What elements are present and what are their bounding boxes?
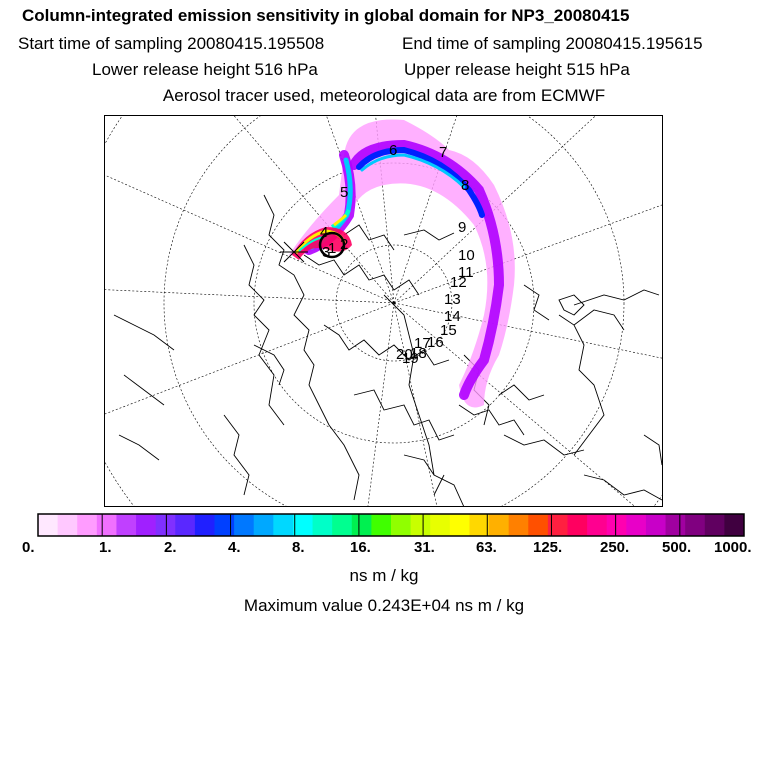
end-time: End time of sampling 20080415.195615	[402, 34, 703, 53]
colorbar-tick-11: 1000.	[714, 539, 752, 556]
colorbar-swatch	[685, 514, 706, 536]
traj-label-4: 4	[320, 224, 328, 241]
colorbar-tick-0: 0.	[22, 539, 35, 556]
traj-label-7: 7	[439, 144, 447, 161]
traj-label-10: 10	[458, 247, 475, 264]
colorbar-swatch	[214, 514, 235, 536]
colorbar-swatch	[665, 514, 686, 536]
colorbar-tick-7: 63.	[476, 539, 497, 556]
colorbar-swatch	[234, 514, 255, 536]
traj-label-17: 17	[414, 335, 431, 352]
traj-label-20: 20	[396, 346, 413, 363]
colorbar-swatch	[430, 514, 451, 536]
colorbar-swatch	[155, 514, 176, 536]
traj-label-16: 16	[427, 334, 444, 351]
colorbar-swatch	[351, 514, 372, 536]
colorbar-swatch	[175, 514, 196, 536]
colorbar-swatch	[332, 514, 353, 536]
sensitivity-plume	[280, 119, 515, 408]
colorbar-tick-4: 8.	[292, 539, 305, 556]
colorbar-tick-5: 16.	[350, 539, 371, 556]
lower-release-height: Lower release height 516 hPa	[92, 60, 318, 79]
colorbar-tick-8: 125.	[533, 539, 563, 556]
colorbar-swatch	[645, 514, 667, 536]
colorbar-swatch	[96, 514, 117, 536]
colorbar-swatch	[38, 514, 59, 536]
figure-title: Column-integrated emission sensitivity i…	[22, 6, 630, 25]
traj-label-13: 13	[444, 291, 461, 308]
traj-label-14: 14	[444, 308, 461, 325]
colorbar-swatch	[77, 514, 98, 536]
colorbar-swatch	[489, 514, 510, 536]
colorbar-swatch	[116, 514, 137, 536]
trajectory-labels: 1 2 3 4 5 6 7 8 9 10 11 12 13 14 15 16 1…	[320, 142, 475, 367]
colorbar-swatch	[704, 514, 725, 536]
colorbar-swatch	[253, 514, 274, 536]
colorbar-swatch	[606, 514, 627, 536]
traj-label-19: 19	[402, 350, 419, 367]
traj-label-12: 12	[450, 274, 467, 291]
colorbar-swatch	[469, 514, 490, 536]
tracer-note: Aerosol tracer used, meteorological data…	[162, 86, 606, 105]
colorbar-frame	[37, 513, 745, 537]
colorbar-swatch	[57, 514, 78, 536]
colorbar-swatch	[391, 514, 412, 536]
colorbar-units: ns m / kg	[349, 566, 419, 585]
traj-label-9: 9	[458, 219, 466, 236]
colorbar-swatch	[371, 514, 392, 536]
colorbar-swatch	[626, 514, 647, 536]
traj-label-2: 2	[340, 236, 348, 253]
colorbar-swatch	[587, 514, 608, 536]
colorbar-swatch	[508, 514, 529, 536]
colorbar-swatch	[724, 514, 745, 536]
colorbar-tick-6: 31.	[414, 539, 435, 556]
colorbar-swatch	[528, 514, 549, 536]
colorbar-swatch	[547, 514, 568, 536]
colorbar-swatch	[312, 514, 333, 536]
start-time: Start time of sampling 20080415.195508	[18, 34, 325, 53]
traj-label-15: 15	[440, 322, 457, 339]
colorbar-swatch	[292, 514, 314, 536]
traj-label-3: 3	[322, 244, 330, 261]
colorbar	[37, 513, 745, 537]
polar-map: 1 2 3 4 5 6 7 8 9 10 11 12 13 14 15 16 1…	[104, 115, 663, 507]
traj-label-5: 5	[340, 184, 348, 201]
colorbar-swatch	[449, 514, 470, 536]
traj-label-8: 8	[461, 177, 469, 194]
traj-label-1: 1	[328, 240, 336, 257]
colorbar-swatch	[273, 514, 294, 536]
colorbar-tick-2: 2.	[164, 539, 177, 556]
colorbar-tick-10: 500.	[662, 539, 692, 556]
maximum-value: Maximum value 0.243E+04 ns m / kg	[243, 596, 525, 615]
colorbar-tick-3: 4.	[228, 539, 241, 556]
colorbar-tick-1: 1.	[99, 539, 112, 556]
traj-label-18: 18	[410, 345, 427, 362]
colorbar-swatch	[410, 514, 431, 536]
colorbar-tick-9: 250.	[600, 539, 630, 556]
colorbar-swatch	[136, 514, 157, 536]
graticule	[104, 115, 663, 507]
upper-release-height: Upper release height 515 hPa	[404, 60, 630, 79]
traj-label-11: 11	[458, 264, 474, 281]
colorbar-swatch	[567, 514, 588, 536]
colorbar-swatch	[194, 514, 215, 536]
traj-label-6: 6	[389, 142, 397, 159]
